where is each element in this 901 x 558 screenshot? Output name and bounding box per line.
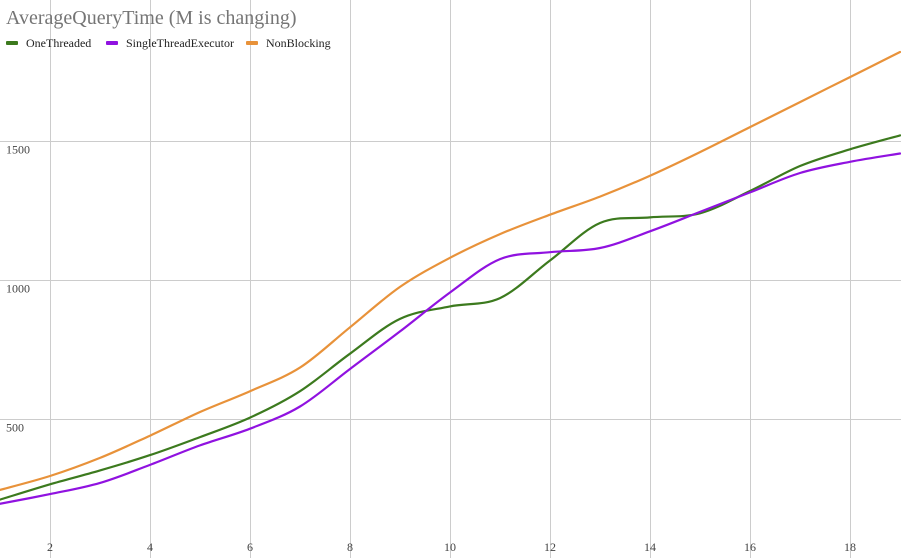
chart-title: AverageQueryTime (M is changing) [6,7,297,29]
x-tick-label: 10 [444,540,456,554]
x-tick-label: 12 [544,540,556,554]
x-tick-label: 18 [844,540,856,554]
tick-labels: 2 4 6 8 10 12 14 16 18 500 1000 1500 [6,143,856,555]
series-line-singlethreadexecutor [0,152,901,505]
x-tick-label: 2 [47,540,53,554]
series-line-onethreaded [0,134,901,501]
legend-swatch [246,41,258,45]
series-lines [0,50,901,505]
x-tick-label: 4 [147,540,153,554]
series-line-nonblocking [0,50,901,491]
legend-label: OneThreaded [26,36,91,50]
x-tick-label: 8 [347,540,353,554]
x-tick-label: 6 [247,540,253,554]
legend-swatch [6,41,18,45]
x-tick-label: 14 [644,540,656,554]
y-tick-label: 1500 [6,143,30,157]
y-tick-label: 1000 [6,282,30,296]
legend-label: NonBlocking [266,36,331,50]
legend-label: SingleThreadExecutor [126,36,234,50]
legend-swatch [106,41,118,45]
x-tick-label: 16 [744,540,756,554]
y-tick-label: 500 [6,421,24,435]
legend: OneThreaded SingleThreadExecutor NonBlocki… [6,36,331,50]
